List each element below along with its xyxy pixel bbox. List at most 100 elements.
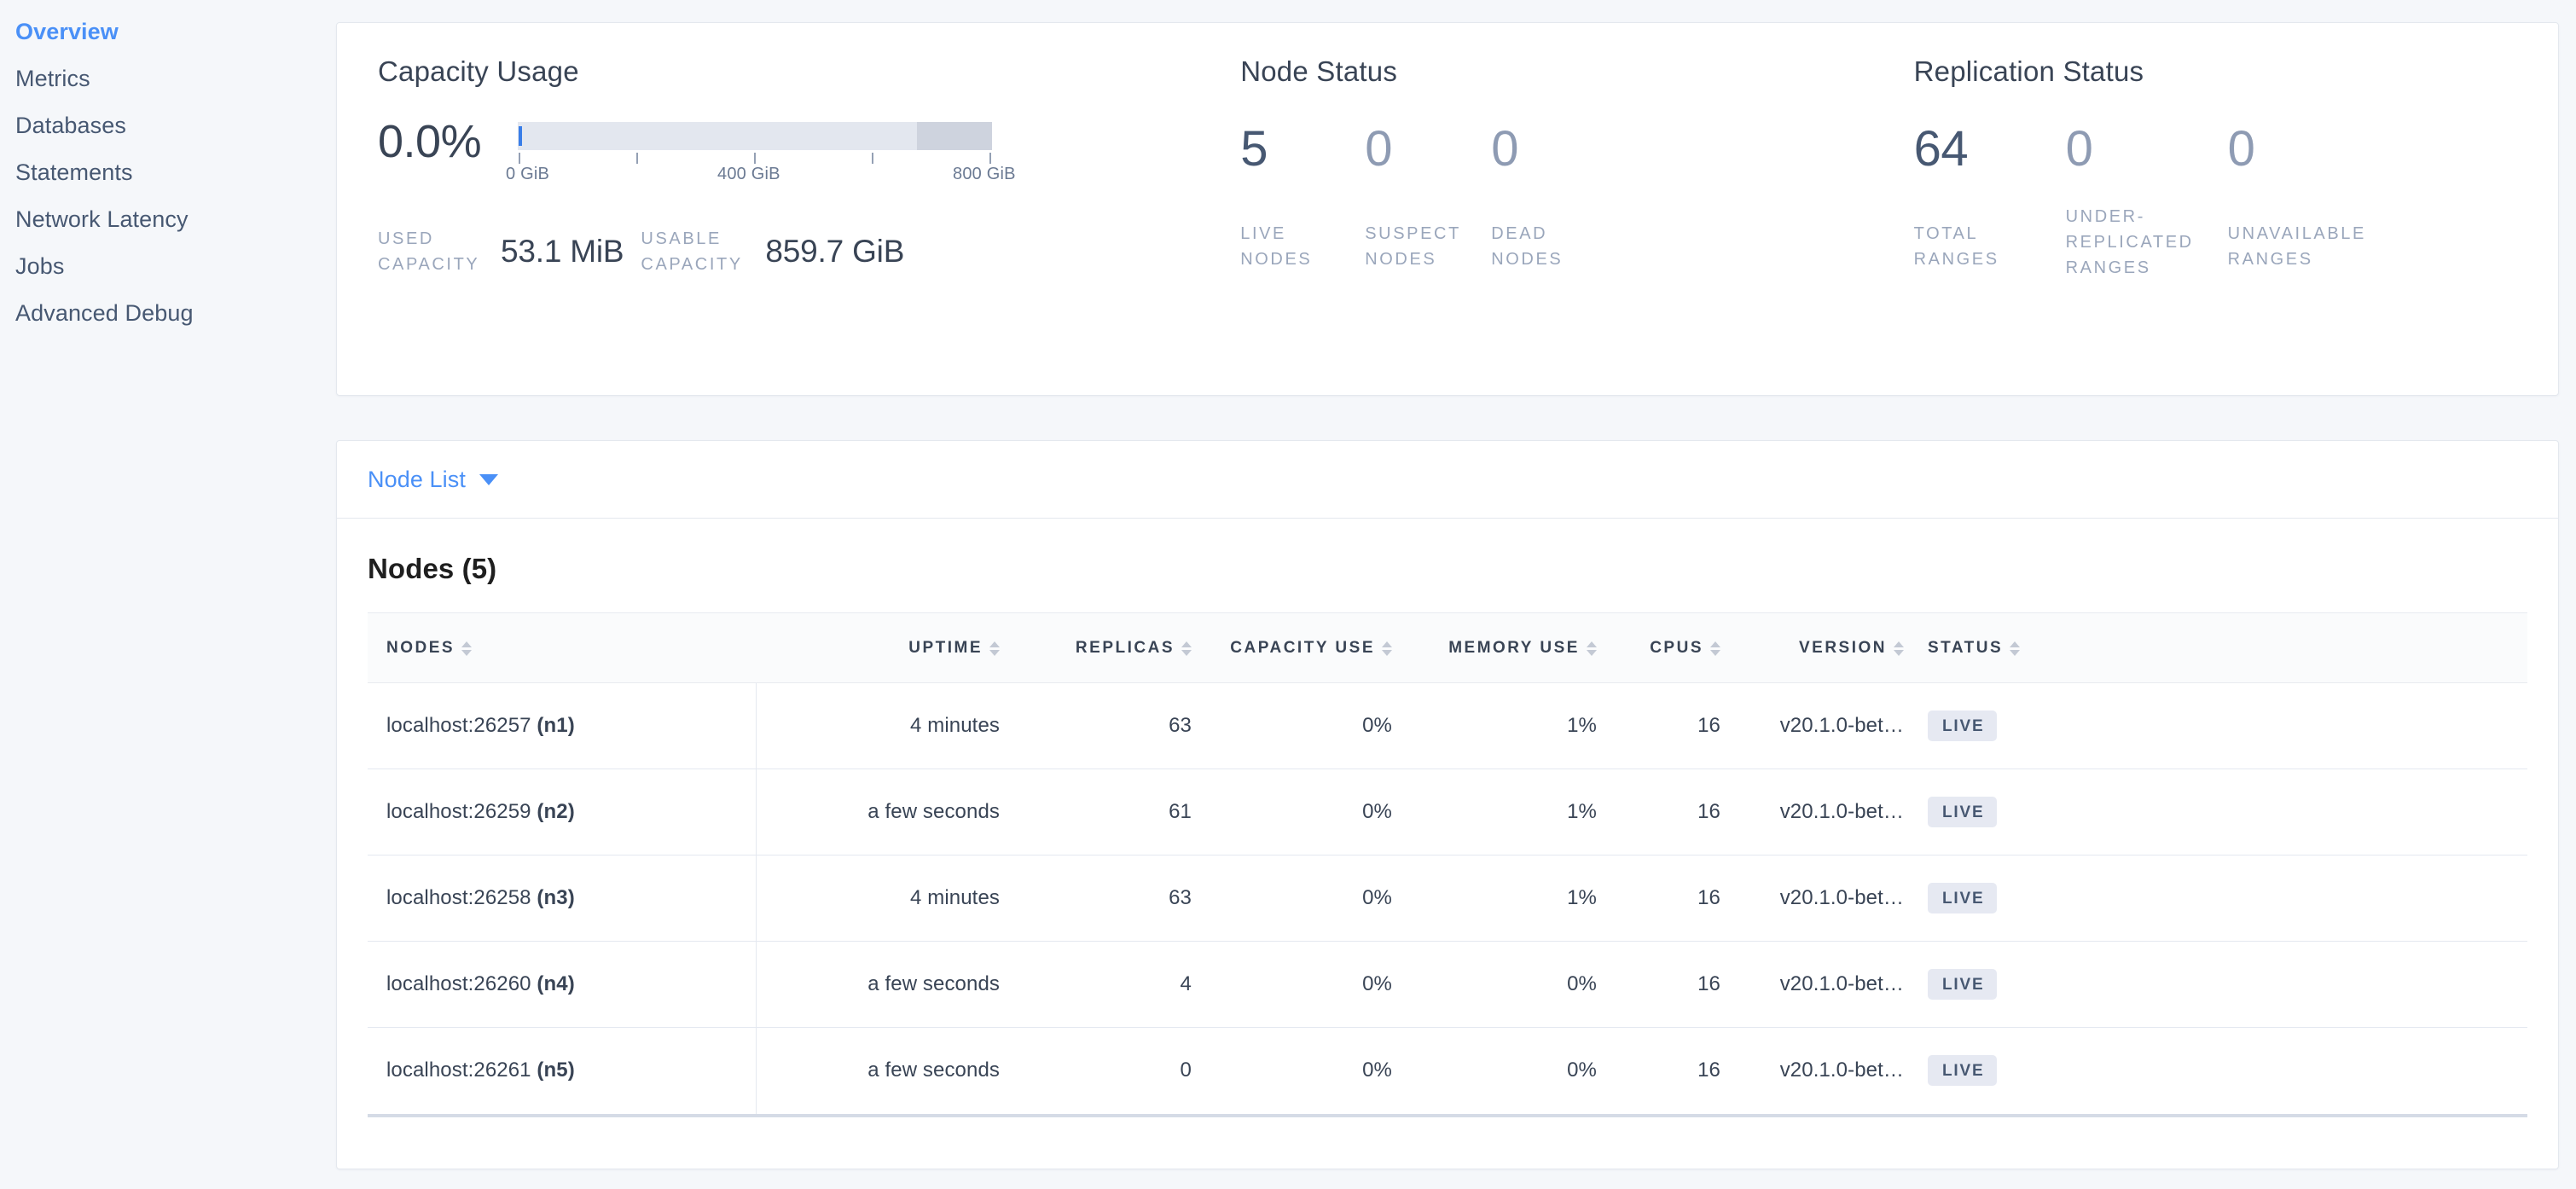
unavailable-ranges-label: UNAVAILABLE RANGES — [2228, 221, 2399, 272]
axis-tick — [989, 153, 991, 164]
usable-capacity-label: USABLE CAPACITY — [641, 226, 760, 277]
column-header-capacity-use[interactable]: CAPACITY USE — [1204, 612, 1404, 683]
axis-label-400: 400 GiB — [717, 165, 780, 183]
cell-replicas: 61 — [1012, 768, 1204, 856]
status-badge: LIVE — [1928, 797, 1998, 827]
suspect-nodes-label-line1: SUSPECT — [1365, 224, 1461, 243]
sidebar-item-overview[interactable]: Overview — [0, 9, 334, 55]
sidebar-item-label: Overview — [15, 19, 119, 44]
node-list-dropdown[interactable]: Node List — [368, 467, 498, 493]
cell-version: v20.1.0-bet… — [1732, 855, 1916, 942]
used-capacity-value: 53.1 MiB — [501, 234, 624, 269]
total-ranges-label: TOTAL RANGES — [1914, 221, 2066, 272]
live-nodes-value: 5 — [1240, 121, 1268, 177]
table-row[interactable]: localhost:26258 (n3) 4 minutes 63 0% 1% … — [368, 855, 2527, 942]
live-nodes-label-line2: NODES — [1240, 250, 1313, 269]
sort-icon[interactable] — [1710, 641, 1720, 656]
usable-capacity-value: 859.7 GiB — [765, 234, 905, 269]
capacity-usage-chart: 0.0% — [378, 119, 1199, 185]
table-row[interactable]: localhost:26257 (n1) 4 minutes 63 0% 1% … — [368, 682, 2527, 769]
node-list-dropdown-label: Node List — [368, 466, 466, 492]
capacity-axis-ticks — [518, 150, 992, 164]
cell-uptime: a few seconds — [756, 768, 1012, 856]
live-nodes-label-line1: LIVE — [1240, 224, 1286, 243]
sort-icon[interactable] — [461, 641, 473, 656]
sort-icon[interactable] — [1382, 641, 1392, 656]
node-host: localhost:26257 — [386, 714, 537, 737]
axis-label-0: 0 GiB — [506, 165, 550, 183]
used-capacity-label-line1: USED — [378, 229, 434, 248]
sidebar-item-jobs[interactable]: Jobs — [0, 243, 334, 290]
total-ranges-label-line1: TOTAL — [1913, 224, 1979, 243]
under-replicated-ranges-label-line0: UNDER- — [2065, 207, 2145, 226]
cell-cpus: 16 — [1609, 941, 1732, 1028]
cell-capacity-use: 0% — [1204, 855, 1404, 942]
cell-status: LIVE — [1916, 941, 2086, 1028]
column-header-nodes[interactable]: NODES — [368, 612, 756, 683]
cell-cpus: 16 — [1609, 855, 1732, 942]
suspect-nodes-metric: 0 SUSPECT NODES — [1365, 119, 1491, 272]
column-header-replicas[interactable]: REPLICAS — [1012, 612, 1204, 683]
cell-node[interactable]: localhost:26259 (n2) — [368, 768, 757, 856]
column-header-uptime[interactable]: UPTIME — [756, 612, 1012, 683]
cell-node[interactable]: localhost:26261 (n5) — [368, 1027, 757, 1114]
status-badge: LIVE — [1928, 710, 1998, 741]
node-host: localhost:26261 — [386, 1058, 537, 1082]
column-header-label: CPUS — [1650, 638, 1703, 657]
under-replicated-ranges-metric: 0 UNDER- REPLICATED RANGES — [2066, 119, 2228, 281]
main-content: Capacity Usage 0.0% — [334, 0, 2576, 1189]
sort-icon[interactable] — [1587, 641, 1597, 656]
table-header-row: NODES UPTIME REPLICAS — [368, 612, 2527, 683]
used-capacity-label: USED CAPACITY — [378, 226, 496, 277]
sidebar-item-advanced-debug[interactable]: Advanced Debug — [0, 290, 334, 337]
sidebar-item-databases[interactable]: Databases — [0, 102, 334, 149]
cell-replicas: 63 — [1012, 855, 1204, 942]
table-row[interactable]: localhost:26261 (n5) a few seconds 0 0% … — [368, 1027, 2527, 1114]
axis-label-800: 800 GiB — [953, 165, 1016, 183]
sidebar-item-statements[interactable]: Statements — [0, 149, 334, 196]
sort-icon[interactable] — [2010, 641, 2021, 656]
cell-replicas: 63 — [1012, 682, 1204, 769]
capacity-bar-track — [518, 122, 992, 150]
capacity-usage-section: Capacity Usage 0.0% — [337, 23, 1199, 395]
capacity-bar-used — [519, 126, 522, 146]
cell-capacity-use: 0% — [1362, 1058, 1392, 1082]
cell-uptime: a few seconds — [756, 941, 1012, 1028]
unavailable-ranges-metric: 0 UNAVAILABLE RANGES — [2228, 119, 2399, 281]
suspect-nodes-value: 0 — [1365, 121, 1392, 177]
total-ranges-metric: 64 TOTAL RANGES — [1914, 119, 2066, 281]
table-row[interactable]: localhost:26259 (n2) a few seconds 61 0%… — [368, 768, 2527, 856]
node-id: (n3) — [537, 886, 575, 909]
sidebar: Overview Metrics Databases Statements Ne… — [0, 0, 334, 1189]
column-header-cpus[interactable]: CPUS — [1609, 612, 1732, 683]
sidebar-item-metrics[interactable]: Metrics — [0, 55, 334, 102]
table-row[interactable]: localhost:26260 (n4) a few seconds 4 0% … — [368, 941, 2527, 1028]
column-header-memory-use[interactable]: MEMORY USE — [1404, 612, 1609, 683]
column-header-label: VERSION — [1798, 638, 1887, 657]
cell-replicas: 0 — [1180, 1058, 1192, 1082]
cell-node[interactable]: localhost:26257 (n1) — [368, 682, 757, 769]
usable-capacity-stat: USABLE CAPACITY 859.7 GiB — [641, 226, 904, 277]
suspect-nodes-label: SUSPECT NODES — [1365, 221, 1491, 272]
sort-icon[interactable] — [989, 641, 1000, 656]
cell-node[interactable]: localhost:26258 (n3) — [368, 855, 757, 942]
sort-icon[interactable] — [1894, 641, 1904, 656]
cell-version: v20.1.0-bet… — [1732, 682, 1916, 769]
sidebar-item-network-latency[interactable]: Network Latency — [0, 196, 334, 243]
cell-cpus: 16 — [1609, 682, 1732, 769]
column-header-version[interactable]: VERSION — [1732, 612, 1916, 683]
sort-icon[interactable] — [1181, 641, 1192, 656]
suspect-nodes-label-line2: NODES — [1365, 250, 1437, 269]
replication-status-metrics: 64 TOTAL RANGES 0 UNDER- REPLICATED RANG… — [1914, 119, 2558, 281]
node-status-title: Node Status — [1240, 55, 1398, 87]
dead-nodes-label-line2: NODES — [1491, 250, 1564, 269]
cell-capacity-use: 0% — [1204, 941, 1404, 1028]
node-status-metrics: 5 LIVE NODES 0 SUSPECT NODES — [1240, 119, 1872, 272]
cell-status: LIVE — [1916, 768, 2086, 856]
column-header-status[interactable]: STATUS — [1916, 612, 2086, 683]
cell-spacer — [2086, 1028, 2527, 1114]
cell-node[interactable]: localhost:26260 (n4) — [368, 941, 757, 1028]
nodes-table-title: Nodes (5) — [368, 553, 497, 584]
cell-replicas: 4 — [1012, 941, 1204, 1028]
column-header-label: UPTIME — [908, 638, 983, 657]
